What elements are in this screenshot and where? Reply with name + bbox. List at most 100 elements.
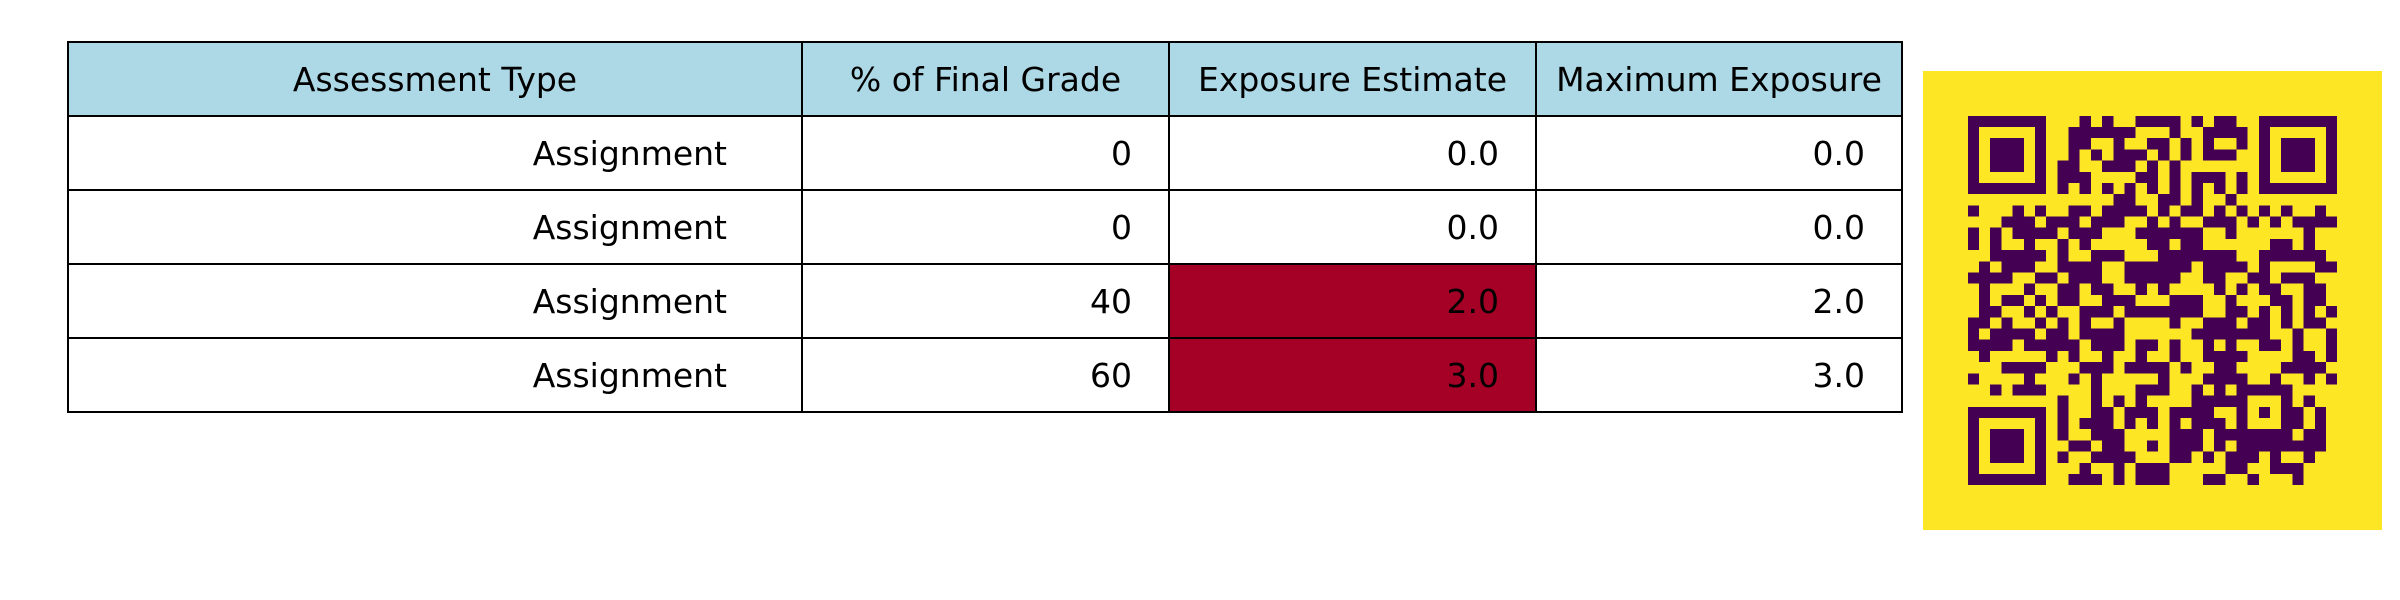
qr-module <box>2247 317 2259 329</box>
qr-module <box>2068 149 2080 161</box>
qr-module <box>2012 227 2024 239</box>
qr-module <box>2314 429 2327 441</box>
qr-module <box>2202 395 2215 407</box>
qr-module <box>2281 272 2293 284</box>
qr-module <box>2057 451 2069 463</box>
qr-module <box>2146 160 2159 172</box>
qr-module <box>2191 395 2203 407</box>
qr-module <box>2202 171 2215 183</box>
qr-module <box>1978 317 1991 329</box>
qr-module <box>2225 429 2237 441</box>
qr-module <box>2158 283 2170 295</box>
qr-module <box>2090 216 2103 228</box>
qr-module <box>2146 362 2159 374</box>
qr-module <box>2292 418 2304 430</box>
qr-module <box>2258 250 2271 262</box>
qr-module <box>2057 182 2069 195</box>
qr-module <box>2225 373 2237 385</box>
qr-module <box>2292 272 2304 284</box>
qr-module <box>2180 238 2192 251</box>
qr-module <box>2079 182 2091 195</box>
qr-module <box>2169 182 2181 195</box>
qr-module <box>2023 238 2035 251</box>
qr-module <box>2068 126 2080 139</box>
qr-module <box>2303 238 2315 251</box>
qr-module <box>1967 238 1979 251</box>
header-maximum-exposure: Maximum Exposure <box>1535 41 1903 117</box>
cell-maximum-exposure: 0.0 <box>1535 115 1903 191</box>
qr-module <box>2124 160 2136 172</box>
qr-module <box>2146 384 2159 396</box>
qr-module <box>2214 395 2226 407</box>
qr-module <box>2046 216 2058 228</box>
qr-module <box>2314 205 2327 217</box>
qr-module <box>2314 216 2327 228</box>
qr-module <box>2012 362 2024 374</box>
qr-module <box>2169 306 2181 318</box>
qr-module <box>2314 294 2327 307</box>
qr-module <box>2202 339 2215 351</box>
qr-module <box>2158 373 2170 385</box>
qr-module <box>2158 306 2170 318</box>
qr-module <box>2158 227 2170 239</box>
qr-module <box>2202 138 2215 150</box>
qr-module <box>2090 362 2103 374</box>
qr-module <box>2225 261 2237 273</box>
qr-module <box>2158 138 2170 150</box>
qr-module <box>2113 429 2125 441</box>
qr-module <box>2113 216 2125 228</box>
qr-module <box>1990 384 2002 396</box>
qr-module <box>2001 328 2013 340</box>
qr-module <box>2079 238 2091 251</box>
cell-assessment-type: Assignment <box>67 337 803 413</box>
qr-module <box>2236 440 2248 452</box>
qr-module <box>2124 451 2136 463</box>
qr-module <box>2068 138 2080 150</box>
qr-module <box>2068 261 2080 273</box>
qr-module <box>2090 126 2103 139</box>
qr-module <box>2046 272 2058 284</box>
qr-finder-inner <box>1990 429 2024 463</box>
qr-module <box>2012 384 2024 396</box>
qr-module <box>2079 418 2091 430</box>
qr-module <box>2236 451 2248 463</box>
qr-module <box>2214 429 2226 441</box>
qr-module <box>2270 339 2282 351</box>
qr-module <box>2270 462 2282 475</box>
qr-module <box>2090 306 2103 318</box>
qr-module <box>2034 317 2047 329</box>
qr-module <box>2326 328 2338 340</box>
qr-module <box>2090 250 2103 262</box>
cell-maximum-exposure: 3.0 <box>1535 337 1903 413</box>
qr-module <box>2057 283 2069 295</box>
qr-module <box>2169 272 2181 284</box>
qr-module <box>2079 171 2091 183</box>
qr-module <box>2270 440 2282 452</box>
qr-module <box>2281 250 2293 262</box>
qr-module <box>2113 126 2125 139</box>
qr-module <box>2225 317 2237 329</box>
qr-module <box>2247 474 2259 486</box>
qr-module <box>2135 205 2147 217</box>
qr-module <box>2258 306 2271 318</box>
qr-module <box>2124 272 2136 284</box>
qr-module <box>2001 272 2013 284</box>
qr-module <box>2079 138 2091 150</box>
qr-module <box>2057 328 2069 340</box>
qr-module <box>2292 328 2304 340</box>
qr-module <box>2202 272 2215 284</box>
qr-module <box>2023 373 2035 385</box>
qr-module <box>2146 138 2159 150</box>
qr-module <box>2146 440 2159 452</box>
qr-module <box>2314 317 2327 329</box>
qr-module <box>2314 406 2327 419</box>
qr-module <box>2225 126 2237 139</box>
qr-module <box>2169 216 2181 228</box>
qr-module <box>2303 227 2315 239</box>
qr-module <box>1990 306 2002 318</box>
qr-module <box>2113 194 2125 206</box>
header-percent-final-grade: % of Final Grade <box>801 41 1170 117</box>
qr-module <box>2270 250 2282 262</box>
qr-module <box>2012 294 2024 307</box>
qr-module <box>2135 227 2147 239</box>
